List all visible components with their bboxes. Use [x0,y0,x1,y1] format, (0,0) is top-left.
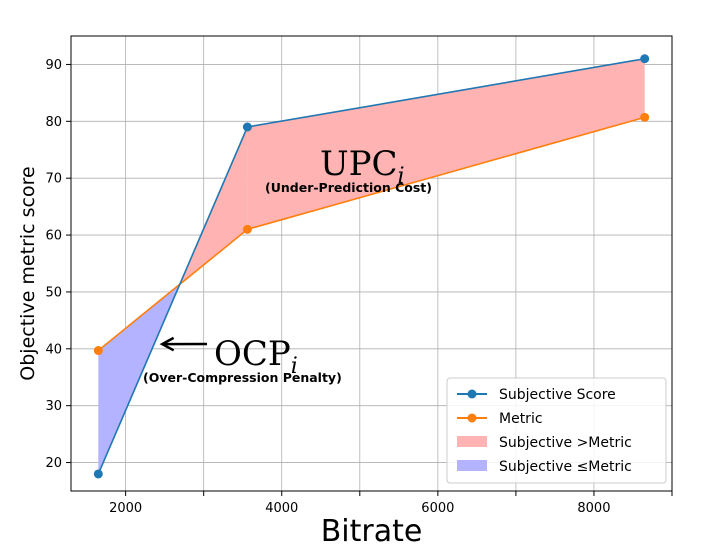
y-tick-label: 40 [45,342,62,357]
legend-label-subjective: Subjective Score [499,387,616,403]
legend-box [446,377,667,484]
upc-label: UPCi [320,144,405,189]
legend-label-fill-below: Subjective ≤Metric [499,459,632,475]
legend-entry-fill-below: Subjective ≤Metric [457,459,632,475]
x-tick-label: 8000 [577,501,610,516]
upc-caption: (Under-Prediction Cost) [265,180,432,195]
ocp-caption: (Over-Compression Penalty) [143,370,342,385]
data-point-metric [640,112,650,122]
data-point-subjective [640,54,650,64]
data-point-subjective [93,469,103,479]
ocp-subscript: i [291,354,298,379]
x-tick-label: 6000 [421,501,454,516]
y-tick-label: 80 [45,115,62,130]
y-tick-label: 60 [45,229,62,244]
upc-text: UPC [320,144,398,184]
plot-frame [70,35,673,492]
legend-entry-subjective: Subjective Score [457,387,616,403]
fill-region-above [247,58,645,230]
legend-swatch-fill-above [457,436,487,447]
ocp-label: OCPi [214,334,298,379]
ocp-text: OCP [214,334,291,374]
legend-marker-metric [467,413,477,423]
x-tick-label: 2000 [109,501,142,516]
y-tick-label: 70 [45,172,62,187]
y-tick-label: 90 [45,58,62,73]
x-axis-label: Bitrate [321,514,423,549]
data-point-metric [242,224,252,234]
x-tick-label: 4000 [265,501,298,516]
upc-subscript: i [398,164,405,189]
y-tick-label: 30 [45,399,62,414]
legend-marker-subjective [467,389,477,399]
upc-annotation: UPCi (Under-Prediction Cost) [265,144,432,195]
ocp-arrow-head [159,336,175,352]
legend-label-metric: Metric [499,411,543,427]
y-tick-label: 50 [45,285,62,300]
data-point-subjective [242,122,252,132]
x-axis-ticks: 2000 4000 6000 8000 [109,491,673,516]
series-points [93,54,650,479]
legend: Subjective Score Metric Subjective >Metr… [446,377,667,484]
legend-label-fill-above: Subjective >Metric [499,435,632,451]
y-tick-label: 20 [45,456,62,471]
legend-entry-metric: Metric [457,411,543,427]
legend-swatch-fill-below [457,460,487,471]
y-axis-label: Objective metric score [17,166,39,380]
data-point-metric [93,346,103,356]
legend-entry-fill-above: Subjective >Metric [457,435,632,451]
ocp-annotation: OCPi (Over-Compression Penalty) [143,334,342,385]
y-axis-ticks: 20 30 40 50 60 70 80 90 [45,58,71,471]
